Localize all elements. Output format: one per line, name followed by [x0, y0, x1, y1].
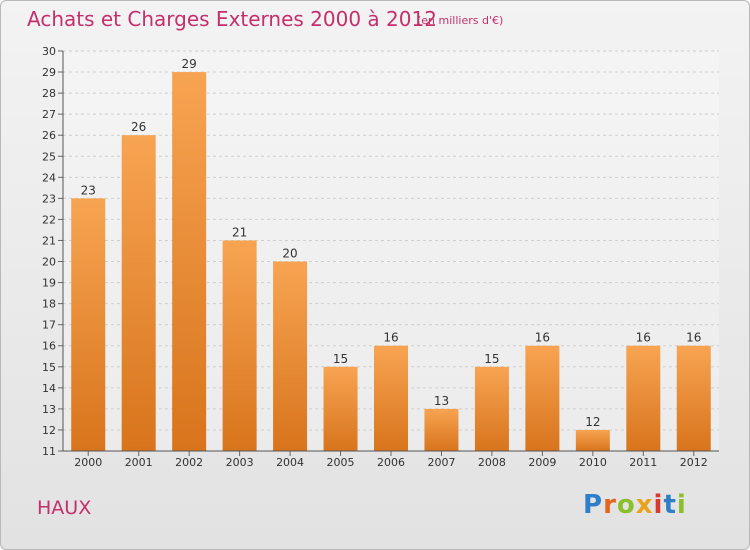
y-tick-label: 12 [42, 424, 56, 437]
logo-letter: i [653, 490, 664, 520]
bar[interactable] [676, 345, 711, 451]
y-tick-label: 13 [42, 403, 56, 416]
proxiti-logo[interactable]: Proxiti [583, 490, 687, 520]
logo-letter: o [616, 490, 636, 520]
bar-value-label: 16 [686, 331, 701, 345]
bar[interactable] [626, 345, 661, 451]
chart-subtitle: (en milliers d'€) [417, 14, 504, 27]
x-tick-label: 2012 [680, 456, 708, 469]
y-tick-label: 17 [42, 319, 56, 332]
bar[interactable] [374, 345, 408, 451]
y-tick-label: 19 [42, 277, 56, 290]
y-tick-label: 18 [42, 298, 56, 311]
bar-value-label: 16 [383, 331, 398, 345]
x-tick-label: 2009 [528, 456, 556, 469]
bar[interactable] [273, 261, 308, 451]
bar-value-label: 21 [232, 225, 247, 239]
x-tick-label: 2004 [276, 456, 304, 469]
y-tick-label: 29 [42, 66, 56, 79]
bar[interactable] [323, 366, 358, 451]
bar-value-label: 23 [81, 183, 96, 197]
bar-value-label: 29 [182, 57, 197, 71]
logo-letter: r [603, 490, 617, 520]
y-tick-label: 20 [42, 256, 56, 269]
x-tick-label: 2003 [226, 456, 254, 469]
bar-value-label: 15 [333, 352, 348, 366]
city-name: HAUX [37, 497, 92, 519]
bar[interactable] [71, 198, 106, 451]
y-tick-label: 26 [42, 129, 56, 142]
x-tick-label: 2006 [377, 456, 405, 469]
logo-letter: P [583, 490, 604, 520]
y-tick-label: 22 [42, 213, 56, 226]
x-tick-label: 2007 [427, 456, 455, 469]
x-tick-label: 2002 [175, 456, 203, 469]
y-tick-label: 27 [42, 108, 56, 121]
y-tick-label: 15 [42, 361, 56, 374]
bar-value-label: 16 [535, 331, 550, 345]
x-tick-label: 2005 [327, 456, 355, 469]
y-tick-label: 21 [42, 234, 56, 247]
y-tick-label: 11 [42, 445, 56, 458]
x-tick-label: 2000 [74, 456, 102, 469]
y-tick-label: 24 [42, 171, 56, 184]
bar-value-label: 16 [636, 331, 651, 345]
logo-letter: i [676, 490, 687, 520]
x-tick-label: 2011 [629, 456, 657, 469]
bar-value-label: 26 [131, 120, 146, 134]
x-tick-label: 2001 [125, 456, 153, 469]
bar[interactable] [575, 429, 610, 451]
bar[interactable] [474, 366, 509, 451]
y-tick-label: 28 [42, 87, 56, 100]
bar-value-label: 12 [585, 415, 600, 429]
bar[interactable] [424, 408, 459, 451]
x-tick-label: 2008 [478, 456, 506, 469]
bar[interactable] [172, 72, 207, 451]
bar-value-label: 13 [434, 394, 449, 408]
logo-letter: x [635, 490, 654, 520]
y-tick-label: 16 [42, 340, 56, 353]
x-tick-label: 2010 [579, 456, 607, 469]
bar-value-label: 20 [282, 247, 297, 261]
bar[interactable] [525, 345, 560, 451]
chart-title: Achats et Charges Externes 2000 à 2012 [27, 7, 437, 31]
logo-letter: t [663, 490, 677, 520]
bar[interactable] [121, 135, 156, 452]
bar[interactable] [222, 240, 257, 451]
y-tick-label: 14 [42, 382, 56, 395]
y-tick-label: 30 [42, 45, 56, 58]
y-tick-label: 25 [42, 150, 56, 163]
bar-value-label: 15 [484, 352, 499, 366]
y-tick-label: 23 [42, 192, 56, 205]
